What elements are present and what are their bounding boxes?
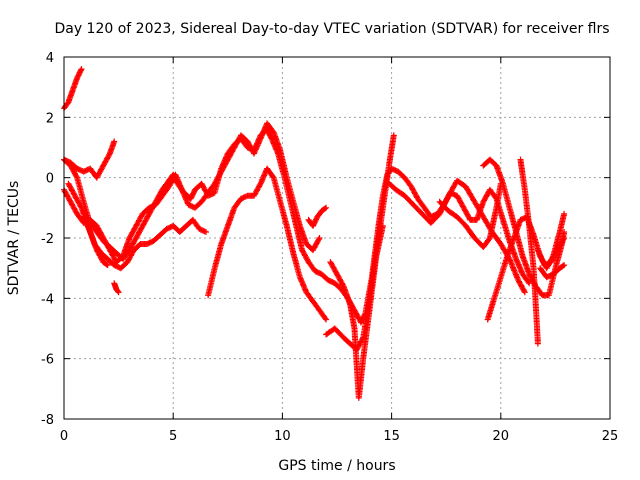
ticks-layer: 0 5 10 15 20 25 -8 -6 -4 -2 0 2 4 [41,51,618,444]
y-tick-label: -8 [41,413,54,428]
series-track-2 [61,126,533,326]
data-point-markers [305,204,330,229]
x-tick-label: 0 [60,429,68,444]
series-track-11 [327,222,386,401]
series-track-5 [80,213,111,269]
y-tick-label: -4 [41,292,54,307]
series-track-8 [205,165,330,323]
data-point-markers [80,213,111,269]
data-point-markers [436,180,504,250]
data-point-markers [537,262,568,281]
x-tick-label: 20 [493,429,510,444]
data-point-markers [480,156,568,299]
data-point-markers [111,280,122,296]
series-track-14 [480,156,568,299]
series-track-9 [305,204,330,229]
series-track-1 [61,66,85,112]
data-point-markers [61,138,118,181]
data-point-markers [327,222,386,401]
data-points-layer [61,66,568,401]
chart-title: Day 120 of 2023, Sidereal Day-to-day VTE… [54,21,609,37]
x-tick-label: 25 [602,429,619,444]
series-track-7 [111,280,122,296]
data-point-markers [517,156,541,347]
y-tick-label: -2 [41,232,54,247]
data-point-markers [534,235,568,269]
y-tick-label: 4 [46,51,54,66]
x-tick-label: 5 [169,429,177,444]
series-track-13 [436,180,504,250]
y-tick-label: 2 [46,111,54,126]
y-tick-label: -6 [41,353,54,368]
data-point-markers [61,126,533,326]
x-tick-label: 10 [274,429,291,444]
y-tick-label: 0 [46,172,54,187]
series-track-16 [517,156,541,347]
data-point-markers [61,66,85,112]
x-axis-label: GPS time / hours [278,458,395,474]
data-point-markers [205,165,330,323]
series-track-17 [534,235,568,269]
series-track-18 [537,262,568,281]
series-track-6 [61,138,118,181]
x-tick-label: 15 [383,429,400,444]
y-axis-label: SDTVAR / TECUs [6,181,22,296]
